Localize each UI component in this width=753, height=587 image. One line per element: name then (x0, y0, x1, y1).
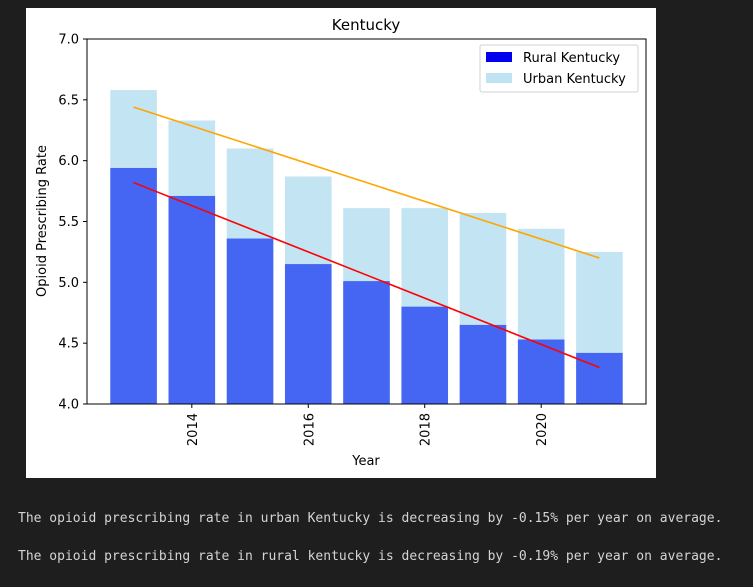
bar-rural-2019 (459, 324, 507, 404)
stdout-line-rural: The opioid prescribing rate in rural ken… (18, 549, 723, 564)
bar-rural-2013 (110, 167, 157, 404)
x-tick-label: 2016 (302, 413, 317, 446)
x-tick-label: 2018 (419, 413, 434, 446)
x-axis-label: Year (351, 454, 380, 469)
legend-label-urban: Urban Kentucky (523, 72, 626, 87)
rural-bars (110, 167, 623, 404)
chart-title: Kentucky (332, 16, 401, 34)
trendlines (133, 106, 600, 369)
bar-rural-2017 (343, 281, 390, 404)
chart-figure: 4.0 4.5 5.0 5.5 6.0 6.5 7.0 2014 2016 2018 2020 K… (26, 8, 656, 478)
y-tick-label: 5.0 (58, 276, 79, 291)
y-axis-label: Opioid Prescribing Rate (35, 145, 50, 297)
y-tick-label: 4.0 (58, 398, 79, 413)
trendline-urban-kentucky (133, 106, 600, 259)
legend-swatch-urban (486, 73, 512, 83)
legend-swatch-rural (486, 52, 512, 62)
bar-rural-2018 (401, 306, 449, 404)
y-tick-label: 7.0 (58, 33, 79, 48)
y-tick-label: 6.5 (58, 93, 79, 108)
x-axis: 2014 2016 2018 2020 (186, 404, 550, 446)
bar-rural-2020 (517, 339, 565, 404)
stdout-line-urban: The opioid prescribing rate in urban Ken… (18, 511, 723, 526)
legend-box (479, 44, 639, 93)
y-tick-label: 4.5 (58, 337, 79, 352)
x-tick-label: 2020 (535, 413, 550, 446)
bar-chart: 4.0 4.5 5.0 5.5 6.0 6.5 7.0 2014 2016 2018 2020 K… (35, 16, 647, 469)
legend: Rural Kentucky Urban Kentucky (479, 44, 639, 93)
x-tick-label: 2014 (186, 413, 201, 446)
y-axis: 4.0 4.5 5.0 5.5 6.0 6.5 7.0 (58, 33, 87, 413)
bar-rural-2016 (284, 264, 332, 404)
legend-label-rural: Rural Kentucky (523, 51, 620, 66)
trendline-rural-kentucky (133, 181, 600, 369)
y-tick-label: 5.5 (58, 215, 79, 230)
bar-rural-2014 (168, 195, 216, 404)
bar-rural-2015 (226, 238, 274, 404)
y-tick-label: 6.0 (58, 154, 79, 169)
